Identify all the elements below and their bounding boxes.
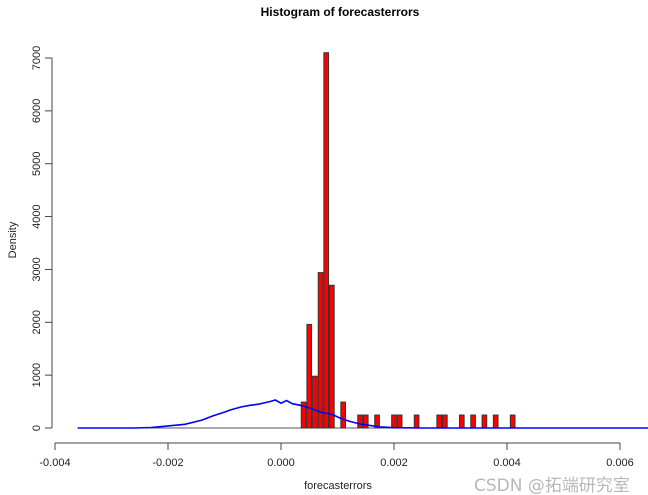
x-tick-label: 0.006 <box>606 457 634 469</box>
y-tick-label: 0 <box>31 425 43 431</box>
y-tick-label: 3000 <box>31 257 43 281</box>
histogram-bar <box>329 284 335 429</box>
histogram-bar <box>317 272 324 429</box>
x-tick-label: -0.002 <box>152 457 183 469</box>
histogram-bar <box>391 414 397 429</box>
x-axis-label: forecasterrors <box>304 480 372 492</box>
histogram-bar <box>362 414 369 429</box>
x-tick-label: 0.000 <box>267 457 295 469</box>
y-axis-label: Density <box>7 221 19 258</box>
histogram-bar <box>413 414 420 429</box>
y-axis: 0 1000 2000 3000 4000 5000 6000 7000 <box>31 46 53 431</box>
y-tick-label: 1000 <box>31 363 43 387</box>
histogram-bar <box>509 414 516 429</box>
histogram-bar <box>306 323 313 429</box>
histogram-bar <box>396 414 403 429</box>
histogram-bar <box>340 401 346 429</box>
density-line <box>77 399 648 429</box>
x-tick-label: 0.002 <box>380 457 408 469</box>
histogram-bar <box>300 401 307 429</box>
histogram-bar <box>374 414 380 429</box>
y-tick-label: 4000 <box>31 204 43 228</box>
y-tick-label: 2000 <box>31 310 43 334</box>
x-tick-label: 0.004 <box>493 457 521 469</box>
x-tick-label: -0.004 <box>39 457 70 469</box>
histogram-bar <box>357 414 363 429</box>
histogram-bar <box>458 414 465 429</box>
bars <box>145 52 541 429</box>
histogram-bar <box>481 414 488 429</box>
histogram-bar <box>436 414 443 429</box>
x-axis: -0.004 -0.002 0.000 0.002 0.004 0.006 <box>39 442 634 469</box>
watermark: CSDN @拓端研究室 <box>474 476 630 495</box>
histogram-bar <box>323 52 330 429</box>
y-tick-label: 5000 <box>31 151 43 175</box>
histogram-bar <box>492 414 499 429</box>
histogram-bar <box>442 414 448 429</box>
y-tick-label: 7000 <box>31 46 43 70</box>
y-tick-label: 6000 <box>31 99 43 123</box>
chart-title: Histogram of forecasterrors <box>261 5 420 19</box>
histogram-bar <box>470 414 476 429</box>
histogram-bar <box>312 375 318 429</box>
